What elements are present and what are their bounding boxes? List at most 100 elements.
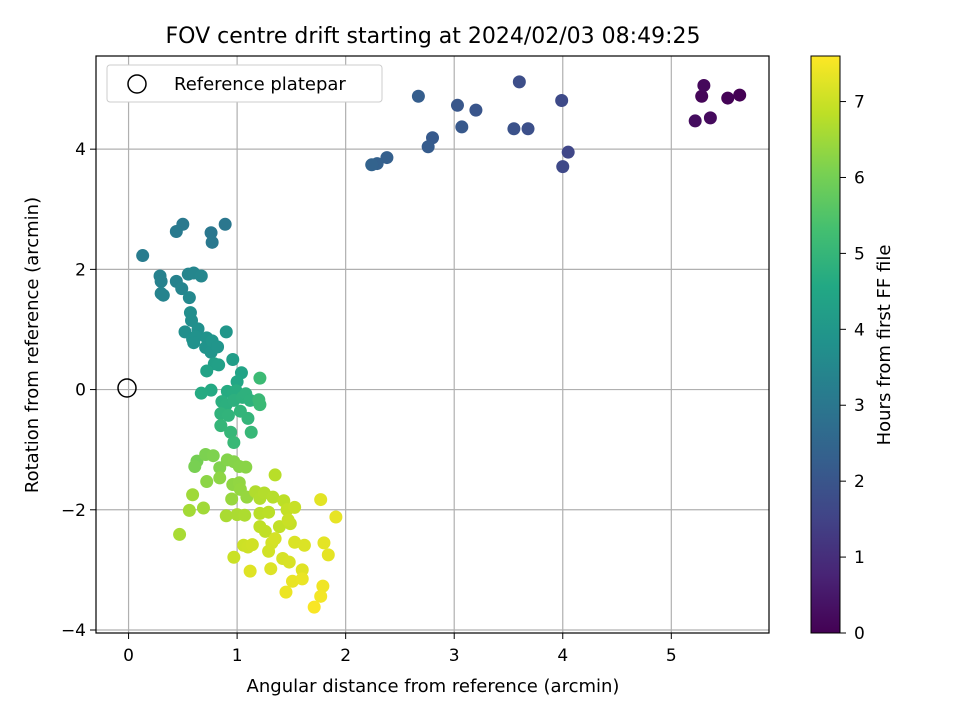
colorbar-tick-label: 0 (854, 624, 865, 644)
colorbar-tick-label: 5 (854, 244, 865, 264)
data-point (214, 419, 228, 433)
data-point (188, 460, 202, 474)
data-point (241, 411, 255, 425)
data-point (200, 364, 214, 378)
y-tick-label: 0 (75, 381, 86, 401)
y-axis-ticks: −4 −2 0 2 4 (61, 140, 96, 641)
colorbar-gradient (810, 55, 841, 634)
legend-entry-reference: Reference platepar (174, 74, 346, 95)
data-point (314, 589, 328, 603)
data-point (156, 288, 170, 302)
data-point (136, 249, 150, 263)
legend: Reference platepar (106, 64, 383, 103)
data-point (225, 492, 239, 506)
data-point (365, 158, 379, 172)
data-point (450, 98, 464, 112)
data-point (411, 89, 425, 103)
x-axis-label: Angular distance from reference (arcmin) (247, 676, 620, 697)
data-point (173, 527, 187, 541)
data-point (213, 471, 227, 485)
data-point (469, 103, 483, 117)
data-point (421, 140, 435, 154)
data-point (703, 111, 717, 125)
plot-frame (95, 55, 770, 634)
data-point (218, 217, 232, 231)
data-point (204, 226, 218, 240)
data-point (279, 585, 293, 599)
data-point (219, 325, 233, 339)
data-point (205, 235, 219, 249)
data-point (285, 574, 299, 588)
x-tick-label: 2 (340, 646, 351, 666)
y-tick-label: 4 (75, 140, 86, 160)
data-point (556, 160, 570, 174)
data-point (266, 490, 280, 504)
data-point (268, 532, 282, 546)
data-point (264, 562, 278, 576)
data-point (288, 500, 302, 514)
data-point (204, 383, 218, 397)
data-point (194, 386, 208, 400)
data-point (512, 75, 526, 89)
data-point (721, 91, 735, 105)
data-point (238, 508, 252, 522)
data-point (688, 114, 702, 128)
data-point (295, 572, 309, 586)
data-point (227, 435, 241, 449)
data-point (200, 475, 214, 489)
data-point (380, 151, 394, 165)
data-point (187, 336, 201, 350)
data-point (329, 510, 343, 524)
data-point (206, 449, 220, 463)
data-point (175, 282, 189, 296)
data-point (697, 78, 711, 92)
colorbar: 0 1 2 3 4 5 6 7 Hours from first FF file (810, 55, 895, 644)
legend-box (106, 64, 383, 103)
data-point (244, 425, 258, 439)
data-point (211, 340, 225, 354)
grid-lines (96, 56, 769, 633)
data-point (253, 371, 267, 385)
colorbar-tick-label: 2 (854, 472, 865, 492)
y-tick-label: 2 (75, 260, 86, 280)
data-point (239, 460, 253, 474)
data-point (262, 505, 276, 519)
data-point (317, 536, 331, 550)
data-point (219, 509, 233, 523)
data-point (521, 122, 535, 136)
data-point (288, 535, 302, 549)
data-point (253, 398, 267, 412)
data-point (507, 122, 521, 136)
data-point (316, 579, 330, 593)
data-point (212, 358, 226, 372)
reference-platepar-marker (117, 378, 137, 398)
y-tick-label: −4 (61, 621, 86, 641)
x-tick-label: 4 (557, 646, 568, 666)
x-axis-ticks: 0 1 2 3 4 5 (123, 633, 677, 666)
chart-title: FOV centre drift starting at 2024/02/03 … (166, 24, 701, 49)
x-tick-label: 3 (449, 646, 460, 666)
data-point (194, 269, 208, 283)
data-point (243, 564, 257, 578)
colorbar-tick-label: 3 (854, 396, 865, 416)
x-tick-label: 0 (123, 646, 134, 666)
data-point (182, 503, 196, 517)
data-point (455, 120, 469, 134)
data-point (196, 501, 210, 515)
data-point (297, 538, 311, 552)
data-point (555, 93, 569, 107)
data-point (321, 548, 335, 562)
legend-marker-icon (127, 74, 147, 94)
data-point (224, 425, 238, 439)
data-point (245, 538, 259, 552)
data-point (561, 145, 575, 159)
colorbar-tick-label: 7 (854, 93, 865, 113)
x-tick-label: 5 (666, 646, 677, 666)
data-point (295, 563, 309, 577)
data-point (314, 493, 328, 507)
data-point (169, 225, 183, 239)
data-point (281, 513, 295, 527)
colorbar-tick-label: 4 (854, 320, 865, 340)
colorbar-ticks: 0 1 2 3 4 5 6 7 (840, 93, 865, 644)
